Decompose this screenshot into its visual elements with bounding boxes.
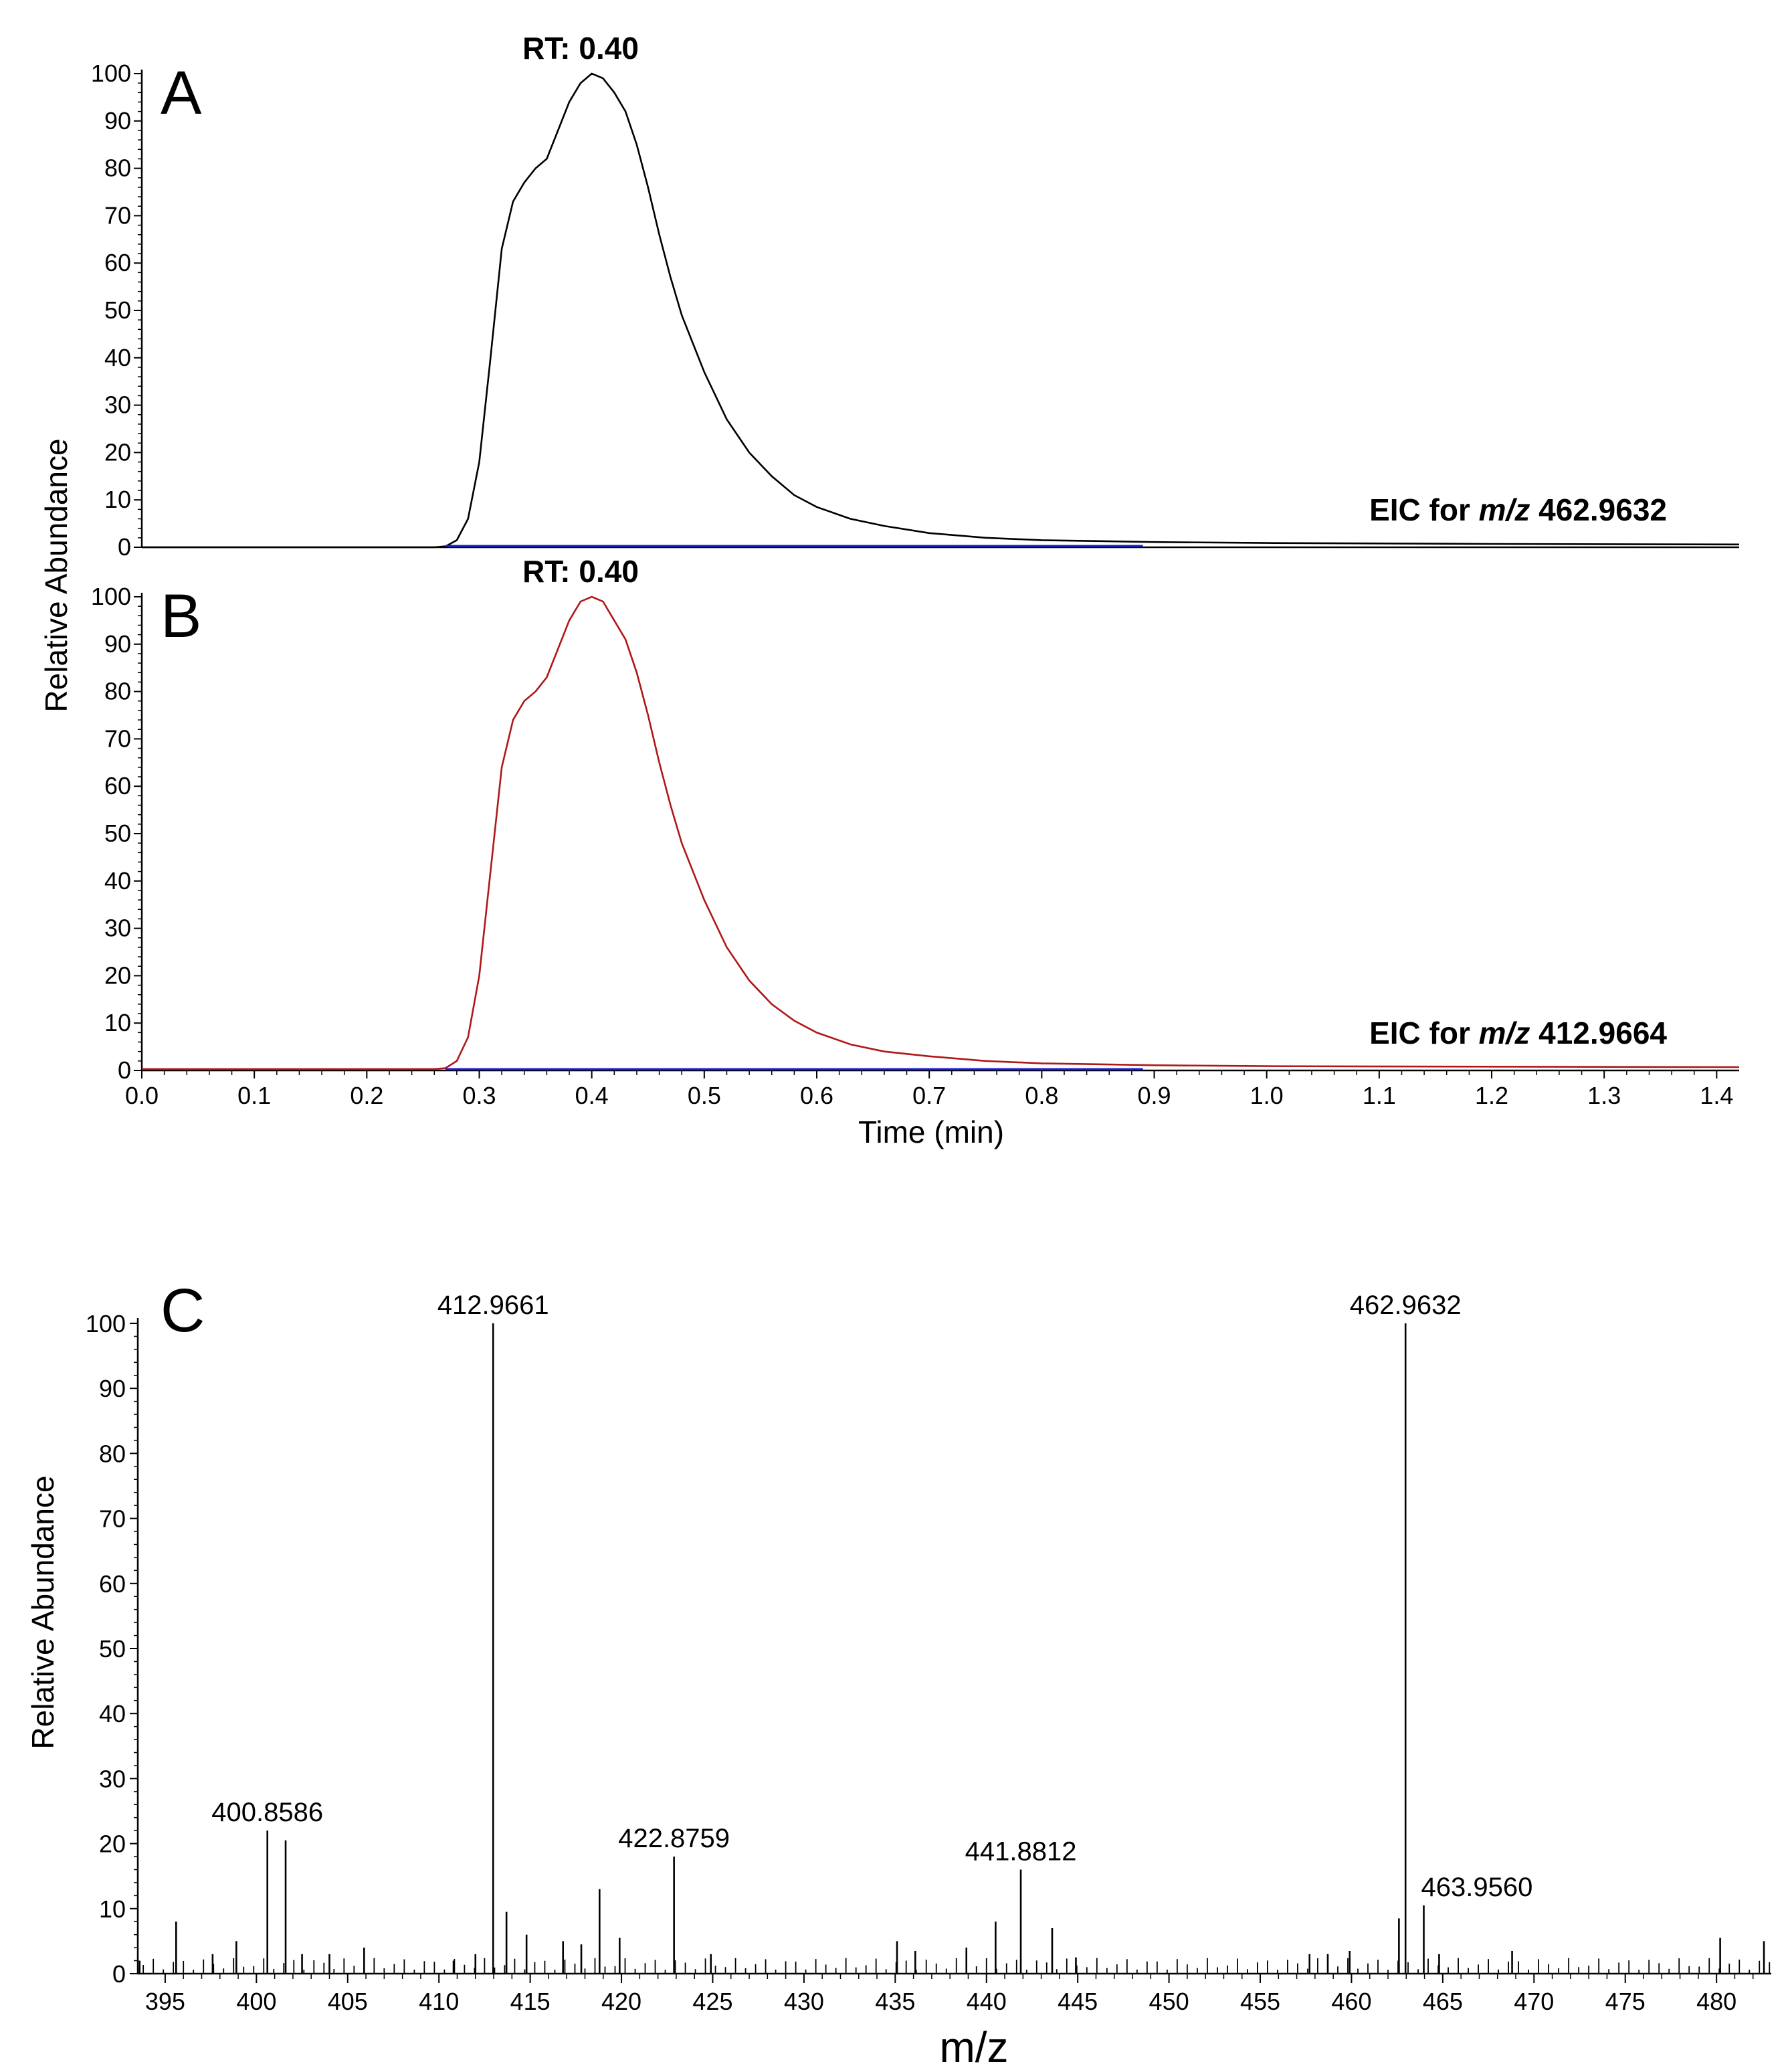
x-tick-label: 0.5 [688, 1082, 721, 1109]
y-tick-label: 40 [104, 344, 131, 371]
y-tick-label: 0 [118, 1056, 131, 1084]
x-tick-label: 460 [1331, 1988, 1371, 2015]
eic-label-b: EIC for m/z 412.9664 [1369, 1016, 1667, 1050]
y-tick-label: 40 [99, 1700, 126, 1727]
x-tick-label: 0.4 [575, 1082, 609, 1109]
y-tick-label: 50 [99, 1635, 126, 1663]
y-tick-label: 10 [99, 1895, 126, 1923]
y-tick-label: 30 [104, 391, 131, 419]
y-axis-a: 0 10 20 30 40 50 60 70 80 90 100 [91, 60, 1739, 561]
panel-label-c: C [161, 1277, 205, 1345]
x-tick-label: 395 [145, 1988, 185, 2015]
x-tick-label: 1.1 [1363, 1082, 1396, 1109]
y-axis-c: 0 10 20 30 40 50 60 70 80 90 100 [86, 1310, 1771, 1988]
y-tick-label: 40 [104, 867, 131, 894]
y-tick-label: 80 [99, 1440, 126, 1467]
y-tick-label: 80 [104, 678, 131, 705]
x-tick-label: 420 [601, 1988, 641, 2015]
x-tick-label: 435 [875, 1988, 915, 2015]
x-tick-label: 0.3 [462, 1082, 496, 1109]
y-tick-label: 30 [104, 915, 131, 942]
chart-panel-a: 0 10 20 30 40 50 60 70 80 90 100 A RT: 0.40 EIC fo… [91, 31, 1740, 561]
x-tick-label: 1.4 [1700, 1082, 1733, 1109]
x-tick-label: 445 [1058, 1988, 1098, 2015]
peak-label: 412.9661 [437, 1291, 549, 1320]
x-tick-label: 0.9 [1137, 1082, 1171, 1109]
peak-labels: 412.9661 462.9632 400.8586 422.8759 441.8812… [211, 1291, 1532, 1902]
x-tick-label: 415 [510, 1988, 551, 2015]
y-axis-title-c: Relative Abundance [25, 1475, 60, 1749]
x-tick-label: 480 [1696, 1988, 1736, 2015]
x-tick-label: 0.8 [1025, 1082, 1058, 1109]
x-tick-label: 450 [1149, 1988, 1189, 2015]
y-tick-label: 90 [104, 107, 131, 134]
x-tick-label: 425 [692, 1988, 732, 2015]
rt-annotation-a: RT: 0.40 [522, 31, 639, 66]
peak-label: 462.9632 [1350, 1291, 1462, 1320]
x-tick-label: 410 [419, 1988, 459, 2015]
x-tick-label: 0.1 [237, 1082, 271, 1109]
x-axis-c: 395 400 405 410 415 420 425 430 435 440 445 450 455 4… [145, 1974, 1754, 2015]
peak-label: 422.8759 [618, 1824, 730, 1853]
x-tick-label: 430 [784, 1988, 824, 2015]
x-tick-label: 1.0 [1250, 1082, 1284, 1109]
panel-label-b: B [161, 582, 201, 650]
peak-label: 463.9560 [1421, 1873, 1532, 1902]
y-tick-label: 0 [118, 533, 131, 561]
y-tick-label: 70 [104, 201, 131, 229]
x-axis-title-time: Time (min) [858, 1115, 1004, 1149]
x-tick-label: 470 [1514, 1988, 1554, 2015]
y-tick-label: 50 [104, 296, 131, 324]
y-tick-label: 90 [99, 1375, 126, 1402]
x-tick-label: 1.2 [1475, 1082, 1508, 1109]
peak-label: 441.8812 [965, 1836, 1077, 1866]
x-tick-label: 455 [1240, 1988, 1280, 2015]
y-tick-label: 70 [99, 1505, 126, 1533]
y-tick-label: 20 [104, 438, 131, 466]
x-axis-b: 0.0 0.1 0.2 0.3 0.4 0.5 0.6 0.7 0.8 0.9 1.0 1.1 1.2 1… [125, 1070, 1733, 1109]
x-tick-label: 475 [1605, 1988, 1646, 2015]
y-tick-label: 100 [86, 1310, 126, 1337]
eic-label-a: EIC for m/z 462.9632 [1369, 492, 1667, 527]
x-axis-title-mz: m/z [939, 2023, 1008, 2071]
peak-label: 400.8586 [211, 1798, 323, 1827]
y-tick-label: 70 [104, 725, 131, 752]
y-axis-title-ab: Relative Abundance [39, 438, 74, 712]
panel-label-a: A [161, 59, 202, 127]
x-tick-label: 0.2 [350, 1082, 383, 1109]
y-tick-label: 90 [104, 630, 131, 658]
y-tick-label: 0 [112, 1960, 126, 1988]
y-tick-label: 20 [104, 961, 131, 989]
chromatogram-line-b [142, 595, 1740, 1070]
chromatogram-line-a [142, 72, 1740, 549]
y-tick-label: 60 [104, 772, 131, 799]
x-tick-label: 405 [328, 1988, 368, 2015]
x-tick-label: 0.7 [912, 1082, 946, 1109]
y-tick-label: 100 [91, 60, 131, 87]
y-tick-label: 60 [104, 249, 131, 276]
x-tick-label: 1.3 [1587, 1082, 1621, 1109]
y-tick-label: 10 [104, 1009, 131, 1036]
x-tick-label: 440 [967, 1988, 1007, 2015]
x-tick-label: 465 [1423, 1988, 1463, 2015]
y-tick-label: 100 [91, 583, 131, 610]
y-tick-label: 20 [99, 1830, 126, 1858]
x-tick-label: 0.6 [800, 1082, 833, 1109]
y-tick-label: 60 [99, 1570, 126, 1598]
y-axis-b: 0 10 20 30 40 50 60 70 80 90 100 [91, 583, 1739, 1084]
y-tick-label: 80 [104, 155, 131, 182]
y-tick-label: 50 [104, 820, 131, 847]
x-tick-label: 0.0 [125, 1082, 159, 1109]
y-tick-label: 30 [99, 1765, 126, 1792]
spectrum-peaks [138, 1323, 1771, 1974]
chart-panel-c: 0 10 20 30 40 50 60 70 80 90 100 395 400 405 410 415 42… [86, 1277, 1771, 2015]
rt-annotation-b: RT: 0.40 [522, 554, 639, 589]
y-tick-label: 10 [104, 486, 131, 513]
x-tick-label: 400 [236, 1988, 276, 2015]
